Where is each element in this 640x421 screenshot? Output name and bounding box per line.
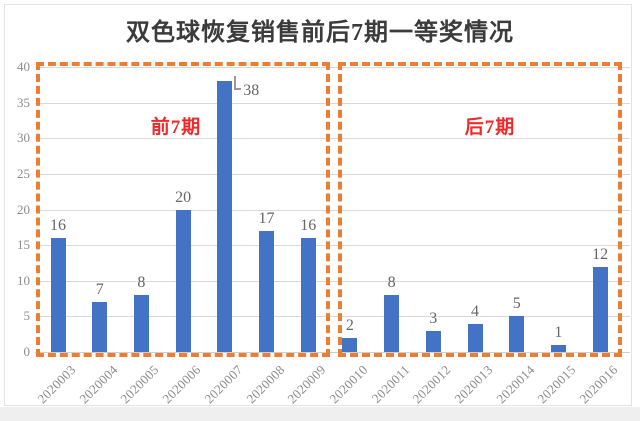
y-tick-label: 20 <box>17 201 30 217</box>
group-box-last7 <box>338 62 622 357</box>
callout-leader-horizontal <box>234 88 242 90</box>
bar-2020014 <box>509 316 525 352</box>
group-label-last7: 后7期 <box>464 117 516 138</box>
y-tick-label: 40 <box>17 59 30 74</box>
gridline <box>35 209 630 211</box>
gridline <box>35 102 630 104</box>
chart-title: 双色球恢复销售前后7期一等奖情况 <box>126 20 514 46</box>
bar-2020003 <box>50 238 66 352</box>
bar-value-label: 8 <box>137 274 146 291</box>
bar-2020007 <box>217 81 233 352</box>
bar-value-label: 20 <box>175 188 192 206</box>
bar-2020011 <box>384 295 400 352</box>
bar-2020009 <box>300 238 316 352</box>
bar-value-label: 38 <box>243 81 260 99</box>
y-tick-label: 5 <box>23 308 31 324</box>
gridline <box>35 138 630 140</box>
gridline <box>35 316 630 318</box>
bar-value-label: 17 <box>258 209 275 227</box>
group-label-first7: 前7期 <box>150 117 202 138</box>
bar-2020012 <box>425 330 441 352</box>
y-tick-label: 15 <box>17 237 30 253</box>
bar-value-label: 7 <box>95 281 104 299</box>
bar-2020005 <box>133 295 149 352</box>
bar-2020004 <box>92 302 108 352</box>
y-tick-label: 35 <box>17 94 30 110</box>
y-tick-label: 10 <box>17 272 30 288</box>
page-bottom-strip <box>0 407 640 421</box>
bar-2020010 <box>342 337 358 352</box>
callout-leader-vertical <box>234 76 236 90</box>
y-tick-label: 0 <box>23 344 31 359</box>
bar-value-label: 5 <box>512 295 521 313</box>
bar-2020013 <box>467 323 483 352</box>
group-box-first7 <box>36 62 330 357</box>
bar-2020008 <box>259 230 274 352</box>
bar-value-label: 12 <box>592 245 609 263</box>
gridline <box>35 280 630 282</box>
bar-value-label: 16 <box>50 217 66 234</box>
y-tick-label: 25 <box>17 165 30 181</box>
bar-value-label: 3 <box>429 309 438 327</box>
y-tick-label: 30 <box>17 130 30 146</box>
bar-2020006 <box>175 209 191 352</box>
bar-value-label: 4 <box>471 302 479 320</box>
bar-value-label: 8 <box>387 274 396 291</box>
gridline <box>35 67 630 68</box>
bar-value-label: 2 <box>345 316 354 334</box>
x-axis-line <box>35 352 630 353</box>
chart-frame-border <box>4 4 632 406</box>
bar-value-label: 1 <box>554 323 563 341</box>
bar-value-label: 16 <box>300 217 317 234</box>
bar-2020015 <box>550 344 566 352</box>
gridline <box>35 173 630 175</box>
bar-2020016 <box>592 266 608 352</box>
gridline <box>35 245 630 247</box>
